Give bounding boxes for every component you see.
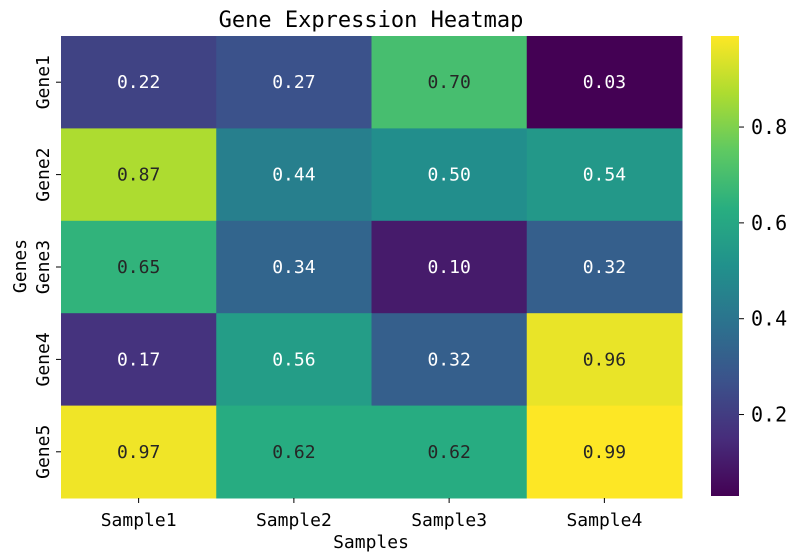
cell-value-label: 0.32 [583, 257, 626, 278]
colorbar-tick-label: 0.4 [751, 307, 787, 331]
colorbar-tick-label: 0.2 [751, 403, 787, 427]
heatmap-cell [526, 36, 683, 129]
y-axis-label: Genes [10, 239, 31, 293]
x-axis-ticks: Sample1 Sample2 Sample3 Sample4 [101, 498, 642, 531]
cell-value-label: 0.70 [427, 72, 470, 93]
cell-value-label: 0.87 [117, 165, 160, 186]
heatmap-cell [61, 313, 217, 407]
heatmap-cell [371, 36, 528, 129]
x-tick-label: Sample3 [411, 510, 487, 531]
x-tick-label: Sample2 [256, 510, 332, 531]
colorbar-ticks: 0.2 0.4 0.6 0.8 [739, 115, 787, 427]
heatmap-cell [61, 128, 217, 222]
cell-value-label: 0.96 [583, 349, 626, 370]
y-tick-label: Gene3 [33, 240, 54, 294]
heatmap-cell [216, 220, 372, 314]
cell-value-label: 0.10 [427, 257, 470, 278]
heatmap-cell [61, 405, 217, 499]
heatmap-cell [216, 36, 372, 129]
heatmap-cell-labels: 0.22 0.27 0.70 0.03 0.87 0.44 0.50 0.54 0.65 0.34… [117, 72, 626, 463]
cell-value-label: 0.32 [427, 349, 470, 370]
cell-value-label: 0.34 [272, 257, 315, 278]
y-axis-ticks: Gene1 Gene2 Gene3 Gene4 Gene5 [33, 55, 61, 479]
cell-value-label: 0.03 [583, 72, 626, 93]
colorbar [711, 36, 739, 496]
heatmap-cell [371, 220, 528, 314]
heatmap-cell [371, 313, 528, 407]
heatmap-cell [216, 313, 372, 407]
heatmap-cell [216, 128, 372, 222]
cell-value-label: 0.56 [272, 349, 315, 370]
cell-value-label: 0.62 [427, 442, 470, 463]
heatmap-cell [526, 220, 683, 314]
y-tick-label: Gene4 [33, 332, 54, 386]
y-tick-label: Gene1 [33, 55, 54, 109]
heatmap-cell [61, 36, 217, 129]
y-tick-label: Gene2 [33, 148, 54, 202]
cell-value-label: 0.65 [117, 257, 160, 278]
heatmap-cell [526, 128, 683, 222]
x-tick-label: Sample1 [101, 510, 177, 531]
cell-value-label: 0.17 [117, 349, 160, 370]
heatmap-cell [216, 405, 372, 499]
heatmap-cell [526, 405, 683, 499]
colorbar-tick-label: 0.8 [751, 115, 787, 139]
cell-value-label: 0.50 [427, 165, 470, 186]
heatmap-cell [61, 220, 217, 314]
cell-value-label: 0.22 [117, 72, 160, 93]
cell-value-label: 0.62 [272, 442, 315, 463]
chart-title: Gene Expression Heatmap [219, 8, 524, 33]
cell-value-label: 0.54 [583, 165, 626, 186]
cell-value-label: 0.99 [583, 442, 626, 463]
cell-value-label: 0.44 [272, 165, 315, 186]
heatmap-cell [371, 405, 528, 499]
cell-value-label: 0.27 [272, 72, 315, 93]
x-tick-label: Sample4 [566, 510, 642, 531]
heatmap-cell [371, 128, 528, 222]
y-tick-label: Gene5 [33, 425, 54, 479]
x-axis-label: Samples [333, 532, 409, 553]
heatmap-cells [61, 36, 683, 499]
heatmap-cell [526, 313, 683, 407]
cell-value-label: 0.97 [117, 442, 160, 463]
colorbar-tick-label: 0.6 [751, 211, 787, 235]
